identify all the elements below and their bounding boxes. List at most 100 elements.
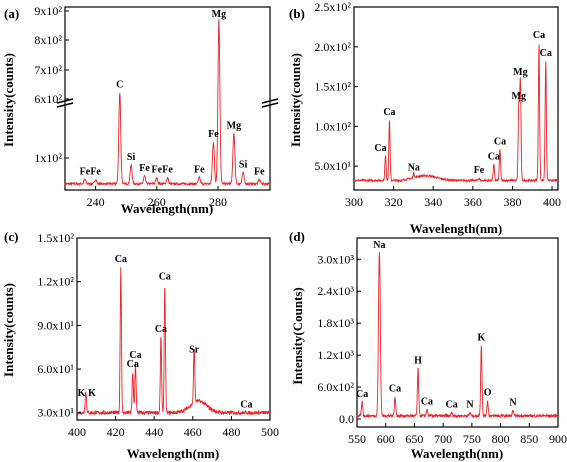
x-tick-label: 480 <box>222 425 240 439</box>
x-tick-label: 400 <box>543 195 561 209</box>
series-c <box>76 267 271 416</box>
x-tick-label: 280 <box>209 195 227 209</box>
peak-label: Ca <box>389 384 401 395</box>
panel-label-d: (d) <box>289 229 305 244</box>
y-tick-label: 0.0 <box>339 412 354 426</box>
x-tick-label: 320 <box>385 195 403 209</box>
panel-a: (a) 240 260 280 1x10²6x10²7x10²8x10²9x10² … <box>1 4 279 216</box>
panel-d: (d) 550 600 650 700 750 800 850 900 0.0 6.0x10² 1… <box>289 229 567 461</box>
y-tick-label: 3.0x10³ <box>317 252 354 266</box>
peak-label: Ca <box>494 136 506 147</box>
peak-label: Ca <box>115 254 127 265</box>
peak-label: Ca <box>155 324 167 335</box>
peak-label: Fe <box>80 166 91 177</box>
panel-c: (c) 400 420 440 460 480 500 3.0x10¹ 6.0x10¹ 9.0… <box>1 229 279 461</box>
panel-label-b: (b) <box>289 6 305 21</box>
peak-label: Mg <box>512 91 526 102</box>
peak-label: Ca <box>159 272 171 283</box>
spectrum-line <box>353 44 559 184</box>
axis-break-right-a <box>261 98 279 108</box>
y-tick-label: 6x10² <box>34 92 62 106</box>
y-axis-label-a: Intensity(counts) <box>1 53 16 147</box>
x-tick-label: 300 <box>345 195 363 209</box>
x-tick-label: 900 <box>549 432 567 446</box>
peak-label: Na <box>373 240 385 251</box>
y-axis-label-d: Intensity(Counts) <box>290 287 305 385</box>
y-tick-label: 1.0x10² <box>314 119 351 133</box>
x-axis-label-a: Wavelength(nm) <box>121 201 213 216</box>
y-tick-label: 2.4x10³ <box>317 284 354 298</box>
y-tick-label: 9x10² <box>34 4 62 18</box>
peak-label: Ca <box>540 48 552 59</box>
peak-label: Mg <box>212 9 226 20</box>
y-tick-label: 3.0x10¹ <box>37 406 74 420</box>
x-tick-label: 800 <box>492 432 510 446</box>
x-tick-label: 440 <box>145 425 163 439</box>
plot-frame-c <box>76 237 271 421</box>
peak-label: Fe <box>254 166 265 177</box>
x-tick-label: 600 <box>377 432 395 446</box>
y-tick-label: 7x10² <box>34 63 62 77</box>
y-axis-label-b: Intensity(counts) <box>288 53 303 147</box>
y-tick-label: 8x10² <box>34 33 62 47</box>
x-tick-label: 500 <box>261 425 279 439</box>
y-tick-label: 1.5x10² <box>37 231 74 245</box>
x-tick-label: 850 <box>520 432 538 446</box>
peak-label: Ca <box>129 350 141 361</box>
y-tick-label: 1.2x10² <box>37 275 74 289</box>
peak-label: Ca <box>383 107 395 118</box>
peak-label: K <box>477 333 485 344</box>
y-tick-label: 5.0x10¹ <box>314 159 351 173</box>
plot-frame-d <box>356 237 559 428</box>
peak-label: Ca <box>127 359 139 370</box>
y-axis-label-c: Intensity(counts) <box>1 283 16 377</box>
series-a <box>64 19 271 187</box>
peak-label: Fe <box>194 165 205 176</box>
x-tick-label: 360 <box>464 195 482 209</box>
x-tick-label: 650 <box>405 432 423 446</box>
y-tick-label: 2.0x10² <box>314 40 351 54</box>
peak-label: Mg <box>513 67 527 78</box>
peak-label: N <box>466 400 474 411</box>
peak-label: Sr <box>189 344 200 355</box>
peak-label: Ca <box>374 143 386 154</box>
series-d <box>356 252 559 419</box>
x-tick-label: 460 <box>184 425 202 439</box>
x-tick-label: 380 <box>503 195 521 209</box>
peak-label: K <box>78 388 86 399</box>
spectrum-line <box>64 19 271 187</box>
panel-label-a: (a) <box>4 6 19 21</box>
x-tick-label: 750 <box>463 432 481 446</box>
y-tick-label: 1.8x10³ <box>317 316 354 330</box>
x-tick-label: 240 <box>87 195 105 209</box>
spectrum-line <box>76 267 271 416</box>
peak-label: Na <box>408 163 420 174</box>
peak-label: Fe <box>474 165 485 176</box>
y-tick-label: 1.5x10² <box>314 80 351 94</box>
y-tick-label: 2.5x10² <box>314 0 351 14</box>
y-tick-label: 6.0x10¹ <box>37 362 74 376</box>
y-tick-label: 1x10² <box>34 151 62 165</box>
panel-b: (b) 300 320 340 360 380 400 5.0x10¹ 1.0x10² 1.5… <box>288 0 561 236</box>
peak-label: K <box>88 388 96 399</box>
peak-label: Ca <box>488 152 500 163</box>
x-tick-label: 340 <box>424 195 442 209</box>
peak-label: N <box>509 397 517 408</box>
peak-label: Fe <box>162 165 173 176</box>
x-axis-label-d: Wavelength(nm) <box>411 446 503 461</box>
peak-label: Mg <box>227 120 241 131</box>
panel-label-c: (c) <box>4 229 18 244</box>
x-axis-label-b: Wavelength(nm) <box>410 221 502 236</box>
peak-label: Si <box>127 152 136 163</box>
x-tick-label: 260 <box>148 195 166 209</box>
peak-label: Ca <box>533 30 545 41</box>
peak-label: H <box>414 355 422 366</box>
peak-label: Fe <box>208 129 219 140</box>
axis-break-left-a <box>56 98 74 108</box>
y-tick-label: 6.0x10² <box>317 380 354 394</box>
peak-label: Fe <box>90 166 101 177</box>
x-tick-label: 420 <box>107 425 125 439</box>
spectrum-line <box>356 252 559 419</box>
plot-frame-b <box>353 6 559 191</box>
